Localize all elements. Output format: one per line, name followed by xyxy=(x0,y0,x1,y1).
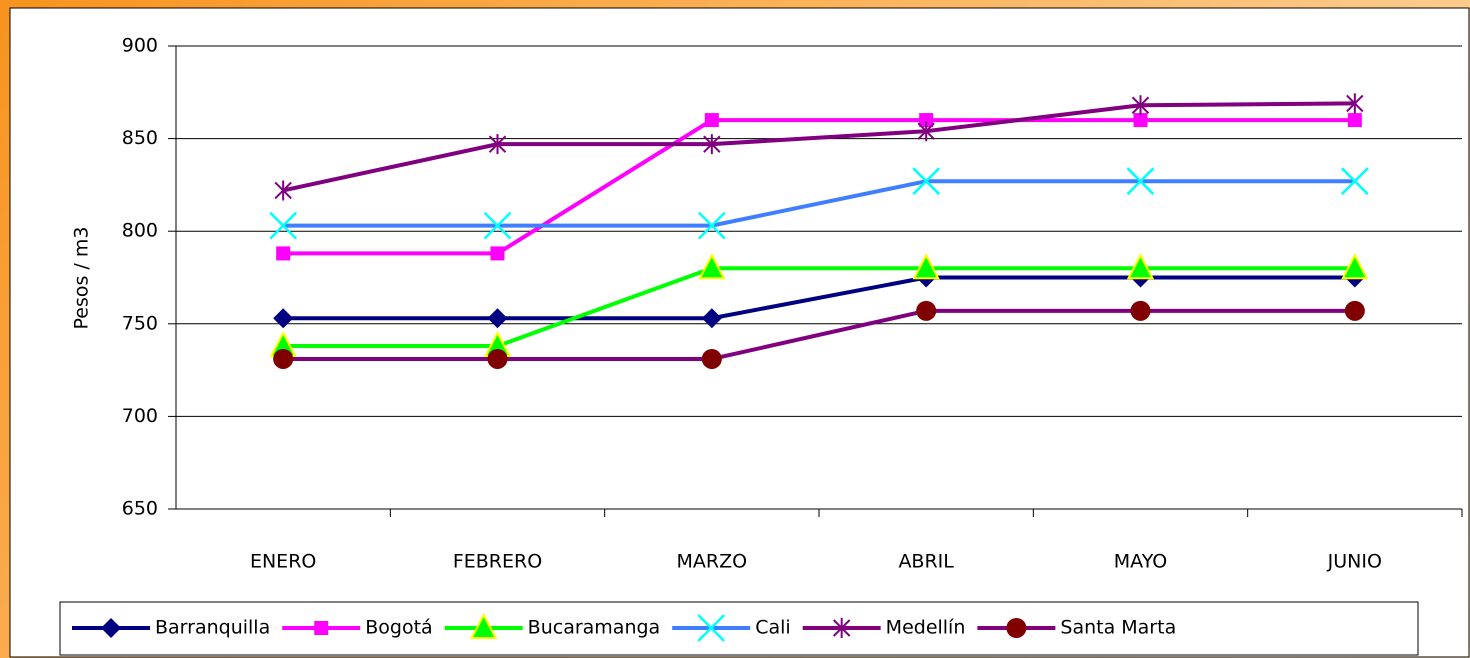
marker xyxy=(1006,618,1027,638)
marker xyxy=(1133,113,1148,128)
marker xyxy=(916,300,937,321)
series-line xyxy=(283,266,1355,349)
marker xyxy=(1346,93,1364,114)
marker xyxy=(273,348,294,369)
legend-label: Medellín xyxy=(886,617,966,639)
marker xyxy=(273,308,294,329)
y-tick-label: 750 xyxy=(122,312,158,334)
marker xyxy=(704,113,719,128)
marker xyxy=(697,211,726,240)
series-line xyxy=(283,179,1355,228)
marker xyxy=(1347,113,1362,128)
marker xyxy=(912,253,940,280)
marker xyxy=(1131,95,1150,116)
marker xyxy=(470,612,498,639)
marker xyxy=(697,614,726,642)
marker xyxy=(1126,167,1155,196)
x-tick-label: ABRIL xyxy=(898,551,954,573)
legend-label: Bucaramanga xyxy=(528,617,661,639)
marker xyxy=(832,618,851,638)
marker xyxy=(701,308,722,329)
marker xyxy=(487,308,508,329)
series-line xyxy=(283,308,1355,361)
legend-label: Barranquilla xyxy=(155,617,270,639)
legend-label: Cali xyxy=(755,617,790,639)
legend-label: Bogotá xyxy=(365,617,432,639)
marker xyxy=(919,113,934,128)
legend-label: Santa Marta xyxy=(1060,617,1176,639)
marker xyxy=(1341,253,1369,280)
y-tick-label: 900 xyxy=(122,35,158,57)
marker xyxy=(1126,253,1155,280)
x-tick-label: MARZO xyxy=(677,551,748,573)
marker xyxy=(487,348,508,369)
marker xyxy=(314,621,329,635)
marker xyxy=(1130,300,1151,321)
marker xyxy=(698,253,726,280)
y-tick-label: 850 xyxy=(122,127,158,149)
marker xyxy=(912,167,941,196)
series-line xyxy=(282,101,1355,193)
series-line xyxy=(283,275,1355,321)
y-tick-label: 800 xyxy=(122,220,158,242)
chart-area xyxy=(9,7,1470,658)
marker xyxy=(483,211,512,240)
x-tick-label: FEBRERO xyxy=(453,551,542,573)
marker xyxy=(490,246,505,261)
marker xyxy=(1340,167,1369,196)
marker xyxy=(274,180,292,201)
marker xyxy=(1344,300,1365,321)
marker xyxy=(701,348,722,369)
marker xyxy=(101,618,121,638)
x-tick-label: JUNIO xyxy=(1327,551,1382,573)
marker xyxy=(276,246,291,261)
marker xyxy=(269,211,298,240)
x-tick-label: MAYO xyxy=(1114,551,1167,573)
marker xyxy=(488,134,507,155)
y-tick-label: 700 xyxy=(122,405,158,427)
y-tick-label: 650 xyxy=(122,498,158,520)
x-tick-label: ENERO xyxy=(250,551,316,573)
marker xyxy=(917,121,935,142)
marker xyxy=(703,134,721,155)
series-line xyxy=(283,118,1355,256)
y-axis-label: Pesos / m3 xyxy=(71,227,93,330)
